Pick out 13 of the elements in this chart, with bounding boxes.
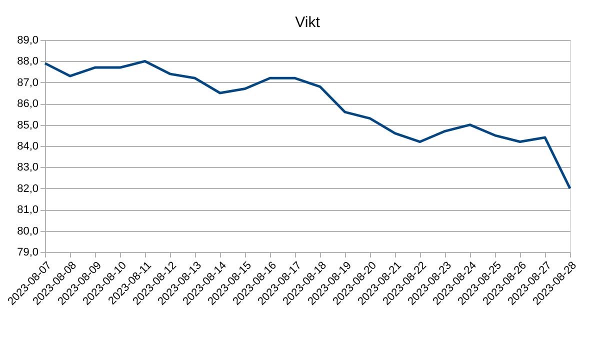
y-tick-label: 83,0: [17, 162, 38, 174]
line-series: [44, 60, 572, 190]
y-tick-label: 88,0: [17, 56, 38, 68]
y-tick-label: 82,0: [17, 182, 38, 195]
y-tick-label: 87,0: [17, 76, 38, 89]
chart-title: Vikt: [295, 14, 321, 31]
y-tick-label: 84,0: [17, 140, 38, 152]
y-tick-label: 85,0: [17, 119, 38, 132]
y-tick-label: 86,0: [17, 98, 38, 110]
y-tick-label: 81,0: [17, 204, 38, 216]
y-tick-label: 89,0: [17, 34, 38, 46]
y-tick-label: 80,0: [17, 225, 38, 238]
y-tick-label: 79,0: [17, 246, 38, 258]
